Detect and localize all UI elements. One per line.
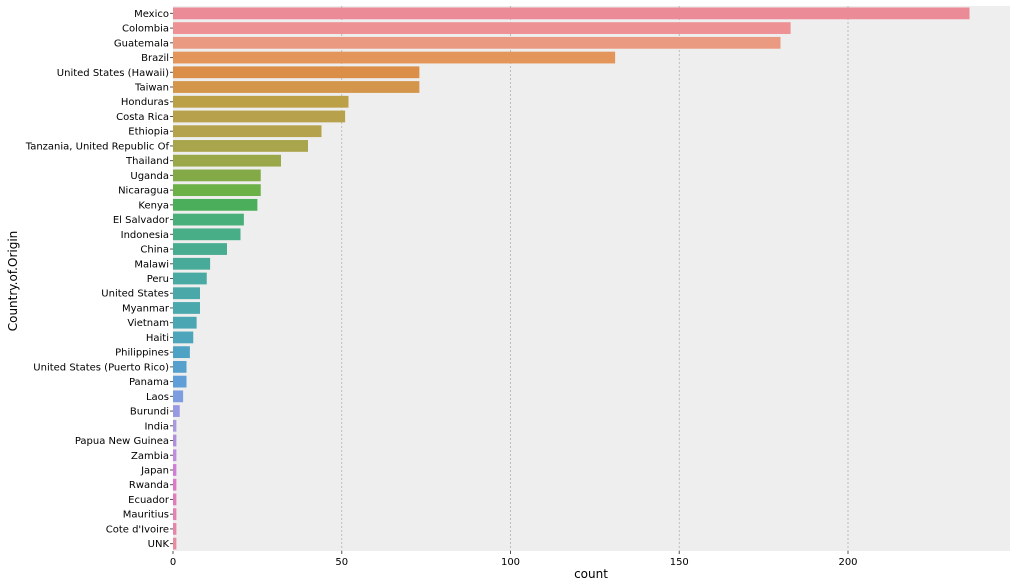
bar (173, 523, 177, 535)
x-tick-label: 200 (838, 557, 857, 568)
gridlines (341, 6, 849, 551)
y-tick-label: Papua New Guinea (75, 436, 169, 447)
y-tick-label: Ethiopia (128, 127, 169, 138)
bar (173, 464, 177, 476)
y-tick-label: United States (Puerto Rico) (33, 362, 169, 373)
y-tick-label: Costa Rica (116, 112, 169, 123)
bar (173, 125, 322, 138)
y-tick-label: Japan (140, 465, 169, 476)
y-tick-label: Myanmar (122, 303, 170, 314)
bar (173, 272, 207, 285)
bar (173, 493, 177, 506)
bar (173, 140, 308, 152)
bar (173, 7, 970, 20)
bar (173, 169, 261, 182)
y-tick-label: Colombia (122, 24, 169, 35)
y-tick-label: UNK (148, 539, 170, 550)
bar (173, 243, 227, 255)
bar (173, 22, 791, 34)
bar (173, 66, 420, 79)
y-tick-label: Brazil (141, 53, 169, 64)
bar (173, 81, 420, 93)
bar (173, 449, 177, 462)
y-tick-label: Laos (146, 392, 169, 403)
bar (173, 419, 177, 432)
x-tick-label: 150 (670, 557, 689, 568)
y-tick-label: Haiti (146, 333, 169, 344)
bar (173, 375, 187, 388)
y-tick-label: Vietnam (127, 318, 169, 329)
y-tick-label: Zambia (131, 451, 169, 462)
bar (173, 508, 177, 521)
bar (173, 405, 180, 417)
x-axis-title: count (574, 567, 608, 581)
bar (173, 213, 244, 226)
x-tick-label: 100 (501, 557, 520, 568)
bar (173, 346, 190, 359)
y-tick-label: India (144, 421, 169, 432)
y-tick-label: Ecuador (128, 495, 170, 506)
bar (173, 184, 261, 197)
y-tick-label: United States (101, 289, 169, 300)
y-tick-label: Tanzania, United Republic Of (25, 141, 170, 152)
y-tick-label: Guatemala (114, 38, 169, 49)
y-tick-label: United States (Hawaii) (57, 68, 169, 79)
y-tick-label: Cote d'Ivoire (106, 524, 169, 535)
y-tick-label: Mexico (134, 9, 169, 20)
bar (173, 154, 281, 167)
y-tick-label: Indonesia (121, 230, 169, 241)
bar (173, 198, 258, 211)
x-tick-labels: 0 50 100 150 200 (170, 551, 858, 568)
bar (173, 287, 200, 300)
x-tick-label: 0 (170, 557, 176, 568)
x-tick-label: 50 (335, 557, 348, 568)
y-tick-label: Burundi (130, 407, 169, 418)
bar (173, 95, 349, 108)
bar (173, 51, 616, 64)
y-tick-label: Nicaragua (118, 186, 169, 197)
y-tick-label: Philippines (115, 348, 169, 359)
y-tick-label: Uganda (130, 171, 169, 182)
bar (173, 537, 177, 550)
bars (173, 7, 970, 550)
bar (173, 257, 211, 270)
y-tick-labels: Mexico Colombia Guatemala Brazil United Stat… (25, 9, 173, 550)
bar (173, 110, 346, 123)
bar (173, 478, 177, 491)
y-tick-label: Malawi (134, 259, 169, 270)
y-tick-label: Rwanda (129, 480, 169, 491)
bar (173, 302, 200, 314)
y-axis-title: Country.of.Origin (6, 231, 20, 332)
y-tick-label: China (140, 245, 169, 256)
y-tick-label: Kenya (138, 200, 169, 211)
bar (173, 228, 241, 241)
y-tick-label: Peru (147, 274, 169, 285)
bar (173, 434, 177, 447)
bar (173, 331, 194, 344)
bar (173, 36, 781, 49)
bar (173, 390, 184, 403)
bar (173, 360, 187, 373)
y-tick-label: Panama (129, 377, 169, 388)
y-tick-label: Honduras (121, 97, 169, 108)
y-tick-label: Taiwan (134, 83, 169, 94)
y-tick-label: Thailand (125, 156, 169, 167)
y-tick-label: Mauritius (123, 510, 169, 521)
bar (173, 316, 197, 329)
y-tick-label: El Salvador (113, 215, 170, 226)
